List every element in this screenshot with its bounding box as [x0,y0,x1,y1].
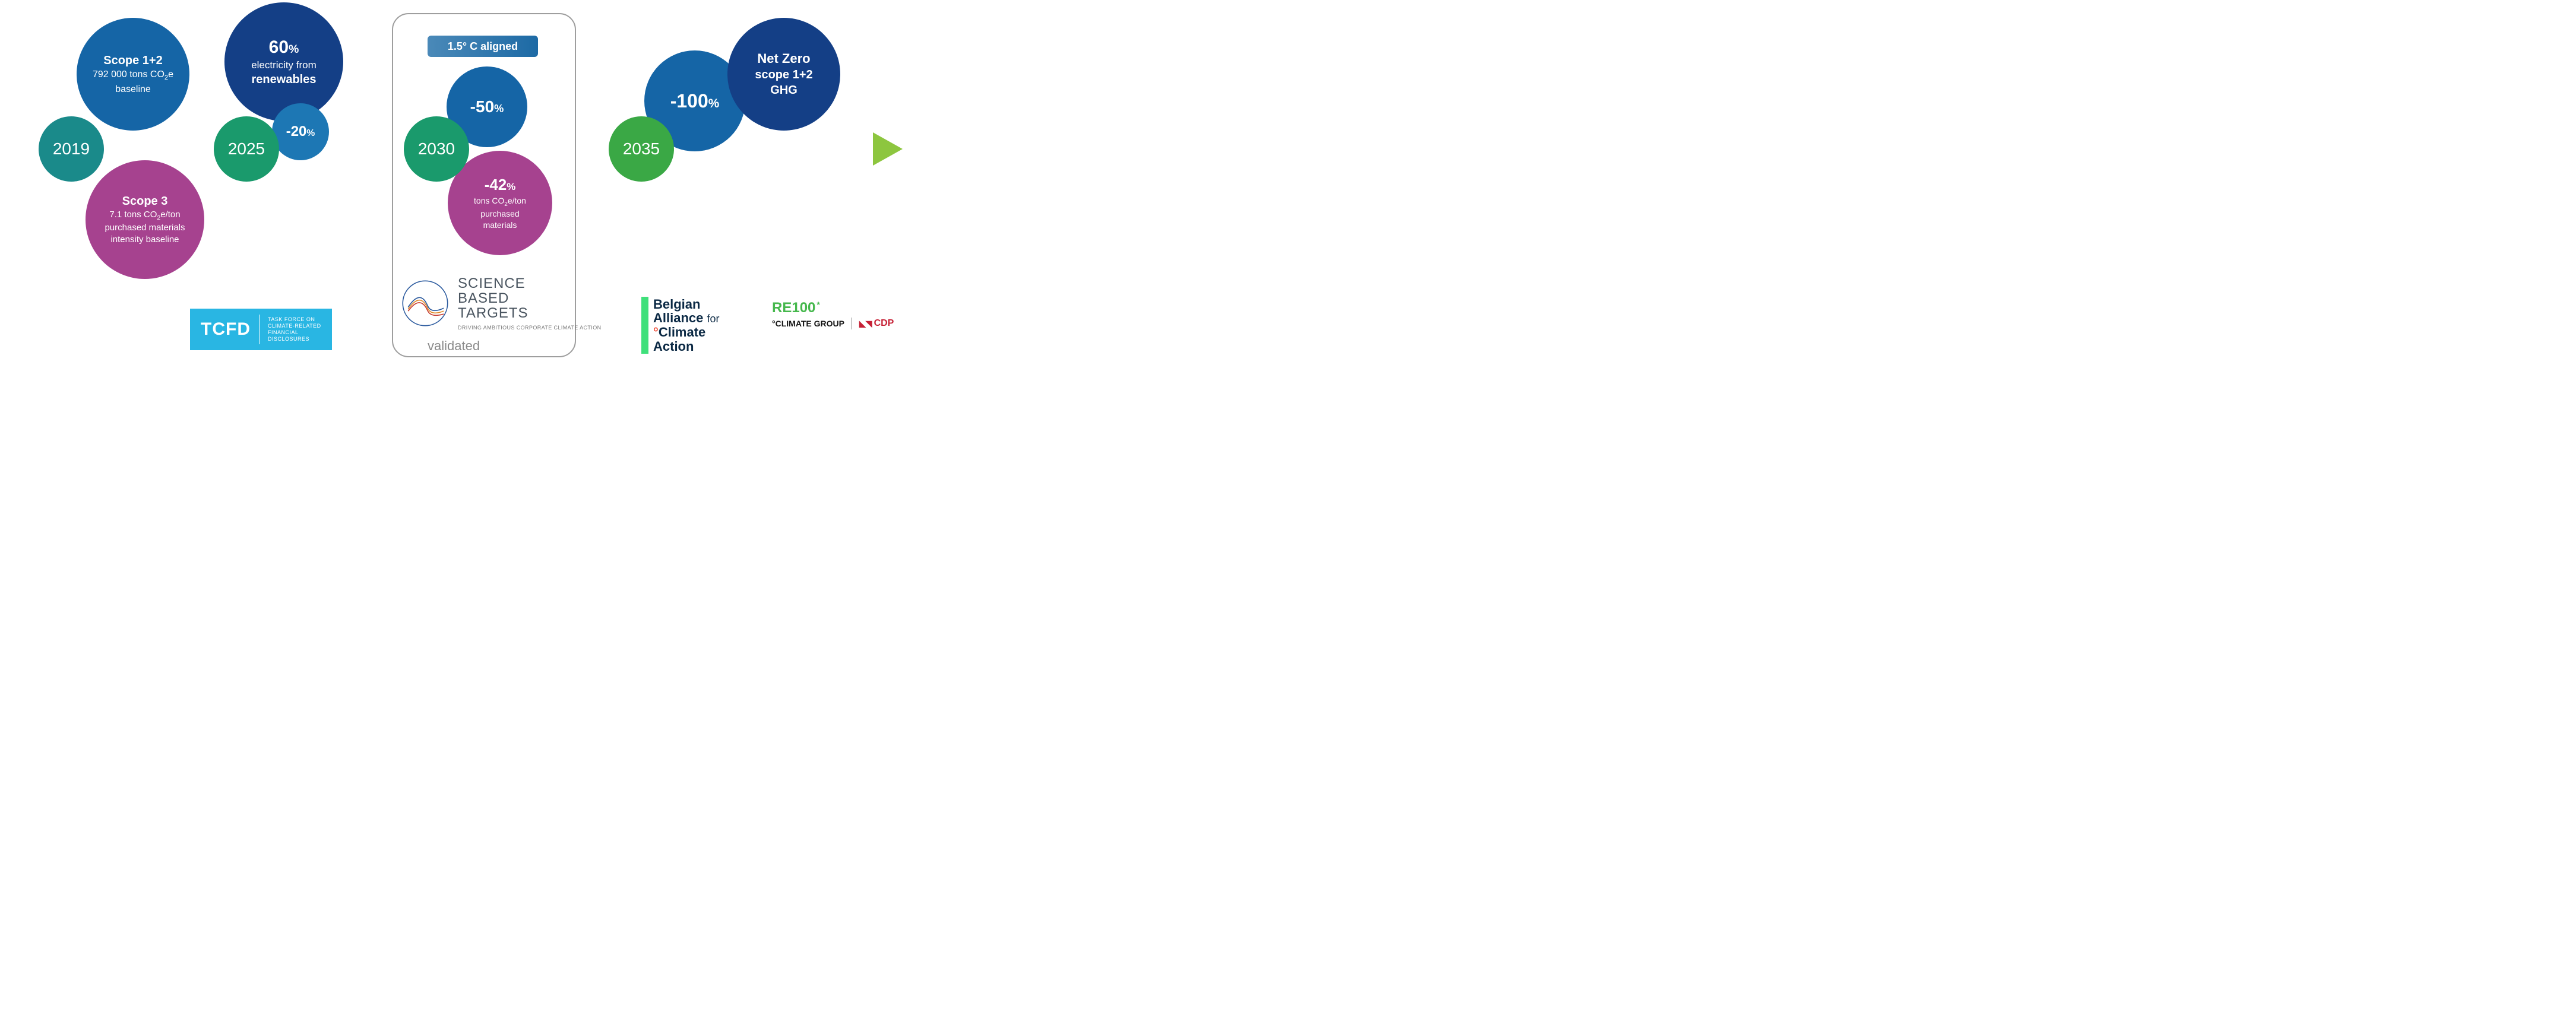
bubble-line: -42% [481,175,520,195]
bubble-line: scope 1+2 [751,67,816,83]
bubble-line: tons CO2e/ton [470,195,530,209]
sbt-validated-label: validated [428,338,480,354]
bubble-line: Scope 1+2 [100,53,166,68]
milestone-2025: 2025 [214,116,279,182]
logo-sbt-title: SCIENCEBASEDTARGETS [458,276,602,321]
baca-l2: Alliance [653,310,703,325]
re100-star-icon: * [817,300,819,309]
milestone-2019: 2019 [39,116,104,182]
cdp-icon: ◣◥ [859,319,872,329]
climate-group-label: °CLIMATE GROUP [772,319,844,328]
bubble-line: 60% [265,36,303,59]
logo-re100-cdp: RE100 * °CLIMATE GROUP ◣◥ CDP [772,300,894,329]
bubble-line: electricity from [248,59,320,72]
bubble-line: -100% [667,89,723,113]
bubble-line: -50% [467,96,508,118]
baca-dot-icon: ° [653,325,659,340]
milestone-2030: 2030 [404,116,469,182]
bubble-line: 7.1 tons CO2e/ton [106,209,183,223]
logo-baca: Belgian Alliance for °Climate Action [641,297,720,354]
bubble-line: Scope 3 [119,193,172,209]
logo-tcfd-title: TCFD [201,319,251,340]
cdp-label: CDP [874,318,894,329]
bubble-netzero: Net Zeroscope 1+2GHG [727,18,840,131]
bubble-line: GHG [767,83,801,98]
logo-baca-text: Belgian Alliance for °Climate Action [653,297,720,354]
bubble-line: renewables [248,72,320,87]
logo-sbt: SCIENCEBASEDTARGETS DRIVING AMBITIOUS CO… [401,276,602,331]
logo-tcfd-sub: TASK FORCE ONCLIMATE-RELATEDFINANCIALDIS… [268,316,321,342]
bubble-renew60: 60%electricity fromrenewables [224,2,343,121]
baca-l1: Belgian [653,297,700,312]
logo-sbt-sub: DRIVING AMBITIOUS CORPORATE CLIMATE ACTI… [458,325,602,331]
bubble-line: materials [480,220,521,231]
sbt-icon [401,279,450,328]
milestone-2035: 2035 [609,116,674,182]
bubble-line: 792 000 tons CO2e [89,68,177,83]
bubble-line: baseline [112,83,154,96]
bubble-m20: -20% [272,103,329,160]
baca-l4: Action [653,339,694,354]
baca-l3: Climate [659,325,705,340]
bubble-line: purchased [477,208,523,220]
bubble-line: intensity baseline [107,234,182,246]
baca-accent-bar [641,297,648,354]
badge-1-5c: 1.5° C aligned [428,36,538,57]
re100-title: RE100 [772,300,815,316]
bubble-scope12: Scope 1+2792 000 tons CO2ebaseline [77,18,189,131]
bubble-scope3: Scope 37.1 tons CO2e/tonpurchased materi… [86,160,204,279]
divider [259,315,260,344]
bubble-line: Net Zero [754,50,814,67]
bubble-line: -20% [283,123,319,141]
logo-tcfd: TCFD TASK FORCE ONCLIMATE-RELATEDFINANCI… [190,309,332,350]
baca-l2b: for [707,313,720,325]
bubble-line: purchased materials [101,222,188,234]
badge-1-5c-text: 1.5° C aligned [448,40,518,53]
